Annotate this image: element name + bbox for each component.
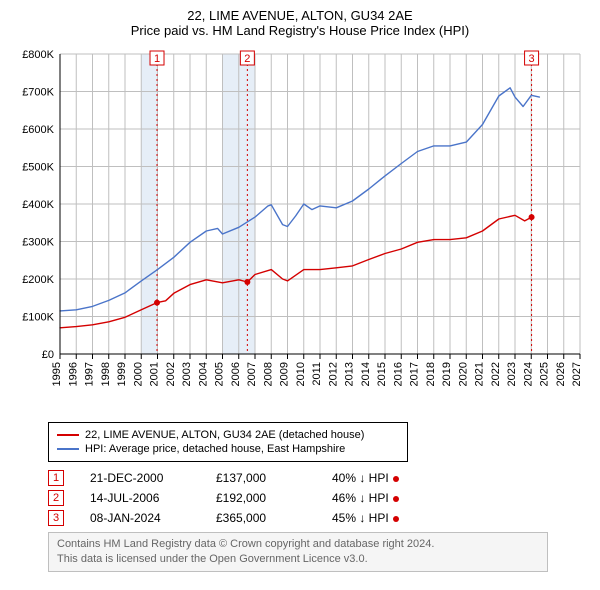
svg-text:2004: 2004 (197, 362, 209, 386)
svg-text:2025: 2025 (539, 362, 551, 386)
attribution-line-2: This data is licensed under the Open Gov… (57, 552, 539, 567)
svg-text:2013: 2013 (344, 362, 356, 386)
svg-text:2002: 2002 (165, 362, 177, 386)
svg-text:£500K: £500K (22, 162, 54, 174)
svg-text:1: 1 (154, 53, 160, 65)
svg-text:£600K: £600K (22, 124, 54, 136)
svg-text:2000: 2000 (132, 362, 144, 386)
svg-text:2012: 2012 (327, 362, 339, 386)
svg-text:£300K: £300K (22, 237, 54, 249)
svg-text:2026: 2026 (555, 362, 567, 386)
svg-text:2027: 2027 (571, 362, 583, 386)
svg-text:£700K: £700K (22, 87, 54, 99)
chart-title: 22, LIME AVENUE, ALTON, GU34 2AE (12, 8, 588, 23)
svg-text:2009: 2009 (279, 362, 291, 386)
svg-text:2024: 2024 (522, 362, 534, 386)
svg-text:2023: 2023 (506, 362, 518, 386)
legend-item: HPI: Average price, detached house, East… (57, 443, 399, 455)
svg-text:2014: 2014 (360, 362, 372, 386)
legend-swatch (57, 448, 79, 450)
svg-text:2007: 2007 (246, 362, 258, 386)
svg-text:£400K: £400K (22, 199, 54, 211)
sale-dot-icon (393, 476, 399, 482)
sale-rows: 1 21-DEC-2000 £137,000 40% ↓ HPI 2 14-JUL-200… (48, 470, 588, 526)
chart: £0 £100K £200K £300K £400K £500K £600K £700K £80… (12, 44, 588, 414)
sale-price: £365,000 (216, 511, 306, 525)
sale-dot-icon (393, 496, 399, 502)
sale-price: £192,000 (216, 491, 306, 505)
legend-swatch (57, 434, 79, 436)
svg-text:3: 3 (529, 53, 535, 65)
svg-text:1996: 1996 (67, 362, 79, 386)
svg-text:2003: 2003 (181, 362, 193, 386)
svg-text:2005: 2005 (214, 362, 226, 386)
svg-text:1998: 1998 (100, 362, 112, 386)
chart-svg: £0 £100K £200K £300K £400K £500K £600K £700K £80… (12, 44, 588, 414)
legend-box: 22, LIME AVENUE, ALTON, GU34 2AE (detach… (48, 422, 408, 462)
sale-marker-number: 1 (48, 470, 64, 486)
svg-text:£200K: £200K (22, 274, 54, 286)
svg-text:1995: 1995 (51, 362, 63, 386)
sale-dot-icon (393, 516, 399, 522)
sale-hpi: 46% ↓ HPI (332, 491, 432, 505)
sale-hpi: 45% ↓ HPI (332, 511, 432, 525)
svg-text:£0: £0 (42, 349, 54, 361)
svg-text:2018: 2018 (425, 362, 437, 386)
sale-row: 3 08-JAN-2024 £365,000 45% ↓ HPI (48, 510, 588, 526)
sale-date: 14-JUL-2006 (90, 491, 190, 505)
svg-text:£100K: £100K (22, 312, 54, 324)
svg-text:2008: 2008 (262, 362, 274, 386)
attribution-line-1: Contains HM Land Registry data © Crown c… (57, 537, 539, 552)
svg-text:2021: 2021 (474, 362, 486, 386)
sale-marker-number: 3 (48, 510, 64, 526)
svg-text:2020: 2020 (457, 362, 469, 386)
svg-text:2015: 2015 (376, 362, 388, 386)
attribution-box: Contains HM Land Registry data © Crown c… (48, 532, 548, 572)
svg-text:2019: 2019 (441, 362, 453, 386)
legend-label: HPI: Average price, detached house, East… (85, 443, 345, 455)
svg-text:1997: 1997 (84, 362, 96, 386)
sale-row: 1 21-DEC-2000 £137,000 40% ↓ HPI (48, 470, 588, 486)
svg-text:2001: 2001 (149, 362, 161, 386)
svg-text:2016: 2016 (392, 362, 404, 386)
chart-subtitle: Price paid vs. HM Land Registry's House … (12, 23, 588, 38)
page: 22, LIME AVENUE, ALTON, GU34 2AE Price p… (0, 0, 600, 590)
svg-text:2022: 2022 (490, 362, 502, 386)
sale-row: 2 14-JUL-2006 £192,000 46% ↓ HPI (48, 490, 588, 506)
svg-text:2017: 2017 (409, 362, 421, 386)
sale-marker-number: 2 (48, 490, 64, 506)
sale-hpi: 40% ↓ HPI (332, 471, 432, 485)
svg-text:2011: 2011 (311, 362, 323, 386)
svg-text:£800K: £800K (22, 49, 54, 61)
svg-text:2006: 2006 (230, 362, 242, 386)
svg-text:2: 2 (244, 53, 250, 65)
svg-text:2010: 2010 (295, 362, 307, 386)
legend-label: 22, LIME AVENUE, ALTON, GU34 2AE (detach… (85, 429, 364, 441)
legend-item: 22, LIME AVENUE, ALTON, GU34 2AE (detach… (57, 429, 399, 441)
sale-date: 21-DEC-2000 (90, 471, 190, 485)
sale-date: 08-JAN-2024 (90, 511, 190, 525)
sale-price: £137,000 (216, 471, 306, 485)
svg-text:1999: 1999 (116, 362, 128, 386)
